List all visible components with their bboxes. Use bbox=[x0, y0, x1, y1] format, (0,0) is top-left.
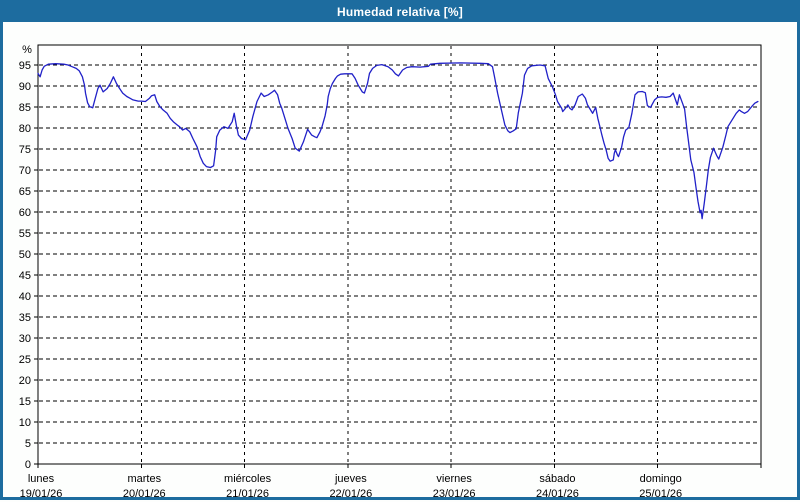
x-axis-date-label: 21/01/26 bbox=[226, 488, 269, 497]
y-axis-tick-label: 80 bbox=[19, 123, 31, 135]
x-axis-day-label: viernes bbox=[436, 473, 472, 485]
y-axis-tick-label: 65 bbox=[19, 186, 31, 198]
x-axis-date-label: 25/01/26 bbox=[639, 488, 682, 497]
y-axis-tick-label: 5 bbox=[25, 438, 31, 450]
x-axis-day-label: martes bbox=[127, 473, 161, 485]
y-axis-tick-label: 50 bbox=[19, 249, 31, 261]
y-axis-tick-label: 20 bbox=[19, 375, 31, 387]
y-axis-tick-label: 55 bbox=[19, 228, 31, 240]
chart-title: Humedad relativa [%] bbox=[336, 5, 464, 19]
humidity-line-chart: 0 5 10 15 20 25 30 35 40 45 50 55 60 65 70 75 80 85 90 95% l… bbox=[19, 44, 762, 500]
x-axis-date-label: 22/01/26 bbox=[329, 488, 372, 497]
x-axis-date-label: 20/01/26 bbox=[123, 488, 166, 497]
x-axis-day-label: sábado bbox=[539, 473, 575, 485]
y-axis-tick-label: 75 bbox=[19, 144, 31, 156]
x-axis-day-label: domingo bbox=[640, 473, 682, 485]
y-axis-tick-label: 0 bbox=[25, 459, 31, 471]
y-axis-tick-label: 95 bbox=[19, 60, 31, 72]
y-axis-tick-label: 85 bbox=[19, 102, 31, 114]
x-axis-date-label: 23/01/26 bbox=[433, 488, 476, 497]
x-axis-date-label: 19/01/26 bbox=[20, 488, 63, 497]
x-axis-day-label: lunes bbox=[28, 473, 55, 485]
chart-title-bar: Humedad relativa [%] bbox=[3, 3, 797, 22]
y-axis-tick-label: 40 bbox=[19, 291, 31, 303]
y-axis-tick-label: 45 bbox=[19, 270, 31, 282]
y-axis-tick-label: 25 bbox=[19, 354, 31, 366]
y-axis-unit-label: % bbox=[22, 44, 32, 56]
y-axis-tick-label: 60 bbox=[19, 207, 31, 219]
y-axis-tick-label: 35 bbox=[19, 312, 31, 324]
y-axis-tick-label: 15 bbox=[19, 396, 31, 408]
y-axis-tick-label: 70 bbox=[19, 165, 31, 177]
humidity-series-line bbox=[37, 62, 759, 220]
y-axis-tick-label: 10 bbox=[19, 417, 31, 429]
chart-area: 0 5 10 15 20 25 30 35 40 45 50 55 60 65 70 75 80 85 90 95% l… bbox=[3, 25, 797, 500]
x-axis-date-label: 24/01/26 bbox=[536, 488, 579, 497]
y-axis-tick-label: 30 bbox=[19, 333, 31, 345]
x-axis-day-label: jueves bbox=[334, 473, 367, 485]
y-axis-tick-label: 90 bbox=[19, 81, 31, 93]
x-axis-day-label: miércoles bbox=[224, 473, 272, 485]
